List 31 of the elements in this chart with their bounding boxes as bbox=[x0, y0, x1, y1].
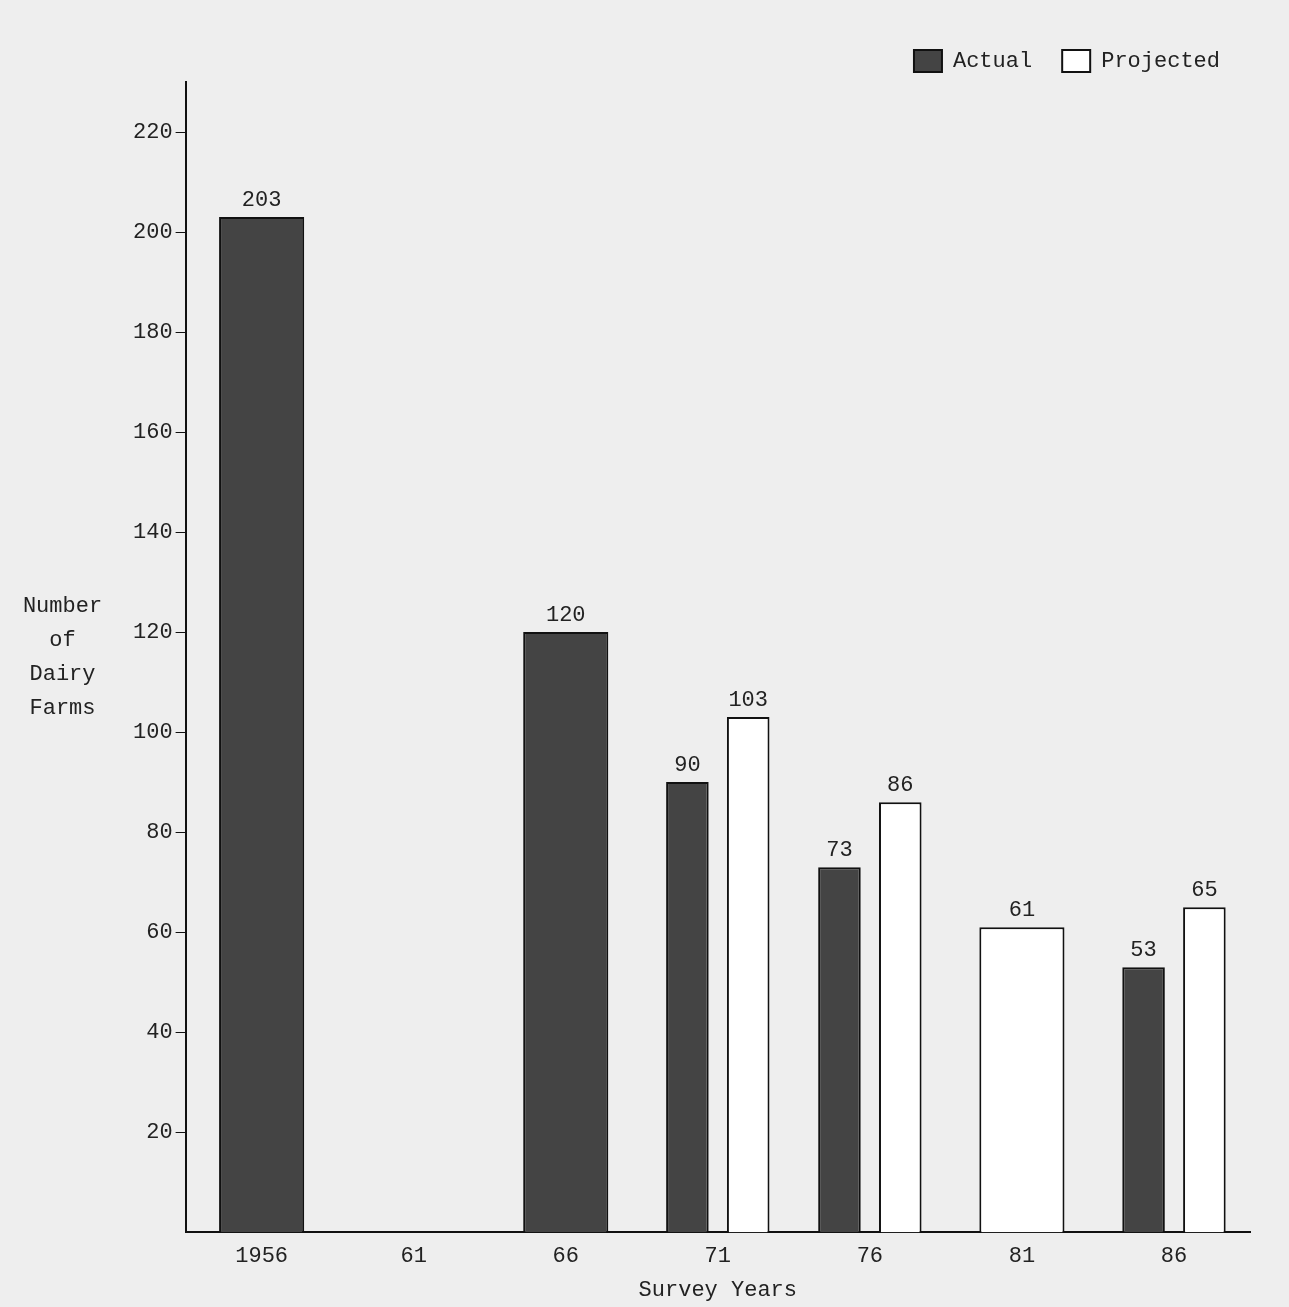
x-tick-label: 66 bbox=[552, 1244, 579, 1270]
y-tick-label: 160 bbox=[133, 419, 173, 445]
data-label: 120 bbox=[545, 602, 586, 628]
x-axis-title: Survey Years bbox=[638, 1277, 798, 1303]
legend-label: Projected bbox=[1101, 48, 1221, 74]
y-tick-label: 220 bbox=[133, 119, 173, 145]
data-label: 203 bbox=[241, 187, 282, 213]
y-tick-label: 140 bbox=[133, 519, 173, 545]
x-tick-label: 86 bbox=[1160, 1244, 1188, 1270]
data-label: 61 bbox=[1008, 897, 1036, 923]
y-tick-label: 200 bbox=[133, 219, 173, 245]
data-label: 86 bbox=[887, 772, 914, 798]
data-label: 53 bbox=[1130, 937, 1157, 963]
x-tick-label: 76 bbox=[856, 1244, 884, 1270]
legend-label: Actual bbox=[952, 48, 1033, 74]
x-tick-label: 1956 bbox=[235, 1244, 289, 1270]
y-tick-label: 180 bbox=[133, 319, 173, 345]
y-tick-label: 120 bbox=[133, 619, 173, 645]
data-label: 65 bbox=[1191, 877, 1218, 903]
y-tick-label: 40 bbox=[146, 1019, 173, 1045]
data-label: 103 bbox=[728, 687, 769, 713]
y-tick-label: 60 bbox=[146, 919, 173, 945]
y-tick-label: 100 bbox=[133, 719, 173, 745]
y-tick-label: 20 bbox=[146, 1120, 173, 1146]
y-axis-title: Number of Dairy Farms bbox=[21, 593, 104, 723]
x-tick-label: 61 bbox=[400, 1244, 427, 1270]
data-label: 73 bbox=[826, 837, 853, 863]
x-tick-label: 71 bbox=[704, 1244, 732, 1270]
data-label: 90 bbox=[674, 752, 701, 778]
y-tick-label: 80 bbox=[146, 819, 173, 845]
x-tick-label: 81 bbox=[1008, 1244, 1036, 1270]
